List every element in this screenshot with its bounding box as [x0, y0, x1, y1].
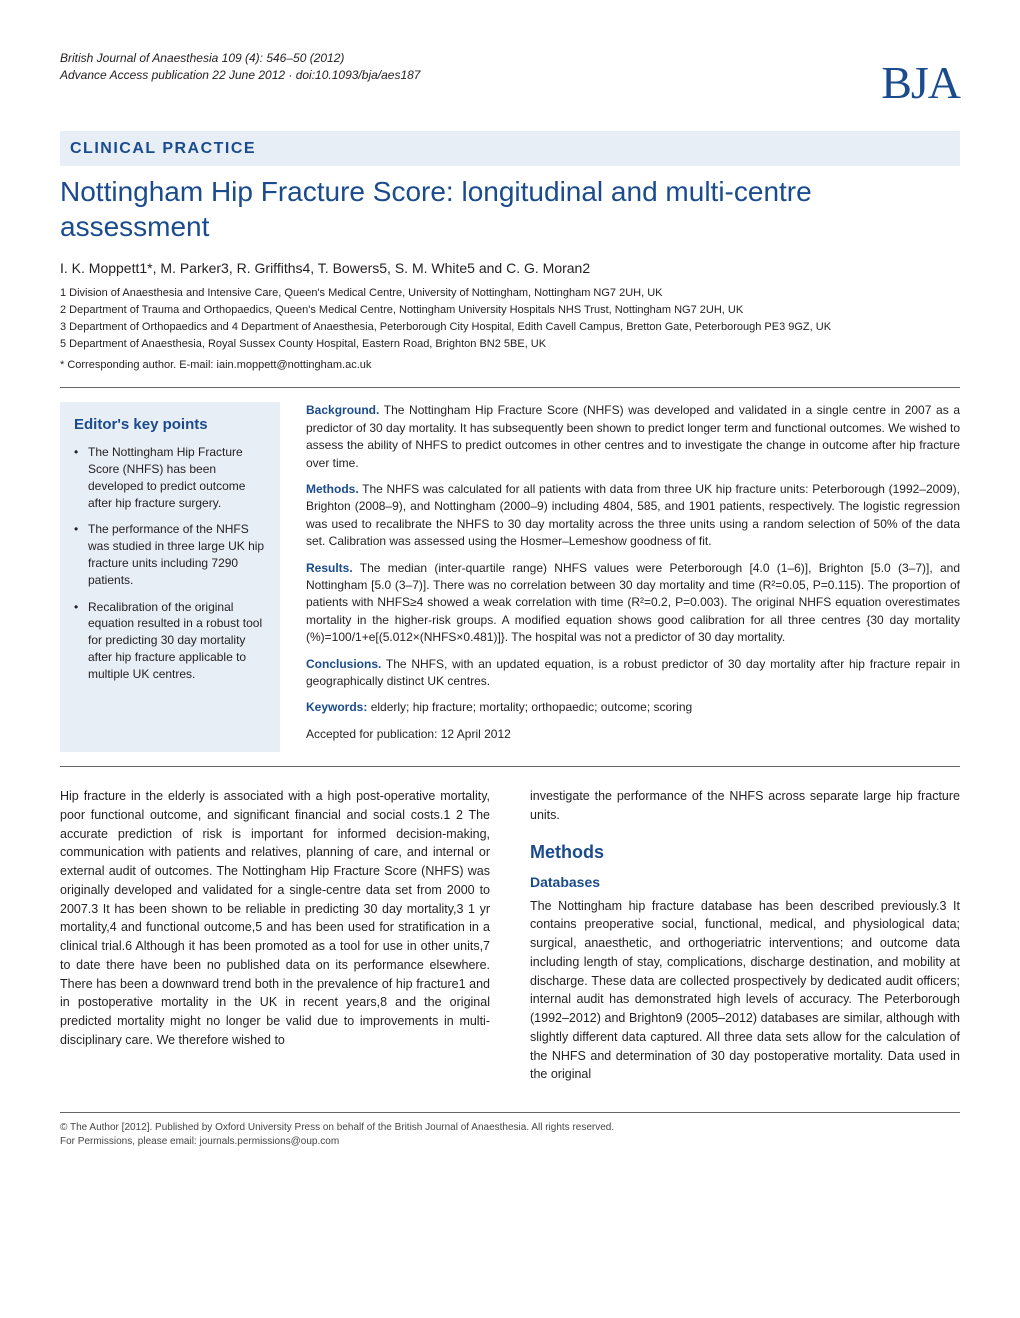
journal-meta: British Journal of Anaesthesia 109 (4): … — [60, 50, 420, 85]
keypoint-item: The performance of the NHFS was studied … — [74, 521, 266, 588]
abstract-label: Methods. — [306, 482, 359, 496]
article-title: Nottingham Hip Fracture Score: longitudi… — [60, 174, 960, 244]
advance-access-line: Advance Access publication 22 June 2012 … — [60, 67, 420, 84]
abstract-row: Editor's key points The Nottingham Hip F… — [60, 402, 960, 752]
page-header: British Journal of Anaesthesia 109 (4): … — [60, 50, 960, 117]
abstract-text: The NHFS, with an updated equation, is a… — [306, 657, 960, 688]
section-label: CLINICAL PRACTICE — [70, 140, 256, 157]
section-band: CLINICAL PRACTICE — [60, 131, 960, 166]
divider — [60, 766, 960, 767]
journal-logo: BJA — [881, 50, 960, 117]
accepted-date: Accepted for publication: 12 April 2012 — [306, 726, 960, 743]
body-left-column: Hip fracture in the elderly is associate… — [60, 787, 490, 1084]
body-right-column: investigate the performance of the NHFS … — [530, 787, 960, 1084]
journal-line: British Journal of Anaesthesia 109 (4): … — [60, 50, 420, 67]
affiliation: 5 Department of Anaesthesia, Royal Susse… — [60, 337, 960, 352]
abstract-results: Results. The median (inter-quartile rang… — [306, 560, 960, 647]
abstract-label: Conclusions. — [306, 657, 381, 671]
divider — [60, 387, 960, 388]
abstract: Background. The Nottingham Hip Fracture … — [306, 402, 960, 752]
affiliations: 1 Division of Anaesthesia and Intensive … — [60, 286, 960, 351]
abstract-conclusions: Conclusions. The NHFS, with an updated e… — [306, 656, 960, 691]
affiliation: 1 Division of Anaesthesia and Intensive … — [60, 286, 960, 301]
keypoints-list: The Nottingham Hip Fracture Score (NHFS)… — [74, 444, 266, 682]
keywords-text: elderly; hip fracture; mortality; orthop… — [367, 700, 692, 714]
abstract-label: Background. — [306, 403, 379, 417]
abstract-label: Results. — [306, 561, 353, 575]
abstract-keywords: Keywords: elderly; hip fracture; mortali… — [306, 699, 960, 716]
affiliation: 2 Department of Trauma and Orthopaedics,… — [60, 303, 960, 318]
keypoints-heading: Editor's key points — [74, 414, 266, 436]
keypoint-item: Recalibration of the original equation r… — [74, 599, 266, 683]
abstract-text: The NHFS was calculated for all patients… — [306, 482, 960, 548]
body-columns: Hip fracture in the elderly is associate… — [60, 787, 960, 1084]
editors-key-points: Editor's key points The Nottingham Hip F… — [60, 402, 280, 752]
corresponding-author: * Corresponding author. E-mail: iain.mop… — [60, 358, 960, 374]
authors-line: I. K. Moppett1*, M. Parker3, R. Griffith… — [60, 258, 960, 278]
abstract-methods: Methods. The NHFS was calculated for all… — [306, 481, 960, 551]
abstract-label: Keywords: — [306, 700, 367, 714]
abstract-text: The Nottingham Hip Fracture Score (NHFS)… — [306, 403, 960, 469]
copyright-line: © The Author [2012]. Published by Oxford… — [60, 1121, 960, 1135]
abstract-background: Background. The Nottingham Hip Fracture … — [306, 402, 960, 472]
permissions-line: For Permissions, please email: journals.… — [60, 1135, 960, 1149]
methods-heading: Methods — [530, 839, 960, 866]
keypoint-item: The Nottingham Hip Fracture Score (NHFS)… — [74, 444, 266, 511]
databases-heading: Databases — [530, 872, 960, 893]
abstract-text: The median (inter-quartile range) NHFS v… — [306, 561, 960, 645]
intro-continuation: investigate the performance of the NHFS … — [530, 787, 960, 825]
page-footer: © The Author [2012]. Published by Oxford… — [60, 1112, 960, 1149]
intro-paragraph: Hip fracture in the elderly is associate… — [60, 787, 490, 1050]
affiliation: 3 Department of Orthopaedics and 4 Depar… — [60, 320, 960, 335]
databases-paragraph: The Nottingham hip fracture database has… — [530, 897, 960, 1085]
